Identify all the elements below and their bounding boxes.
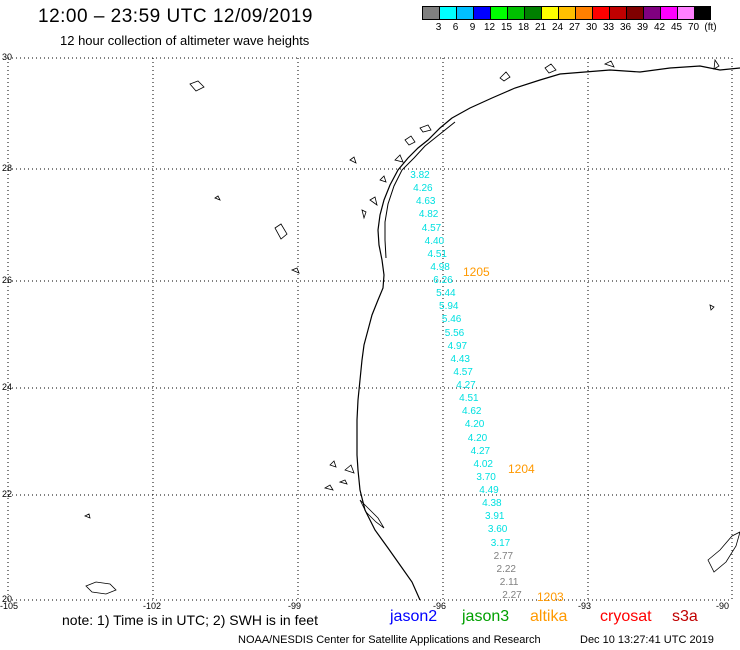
wave-height-value: 4.40 — [424, 235, 445, 247]
scale-label: 70 — [687, 22, 700, 33]
satellite-s3a: s3a — [672, 608, 698, 625]
barrier-island — [384, 121, 456, 259]
scale-label: 24 — [551, 22, 564, 33]
scale-swatch — [456, 6, 473, 20]
scale-label: 33 — [602, 22, 615, 33]
wave-height-value: 4.62 — [462, 406, 482, 418]
map-subtitle: 12 hour collection of altimeter wave hei… — [60, 33, 310, 48]
scale-label: 45 — [670, 22, 683, 33]
credit-agency: NOAA/NESDIS Center for Satellite Applica… — [238, 634, 541, 646]
lon-tick-label: -93 — [578, 601, 592, 611]
scale-label: 18 — [517, 22, 530, 33]
scale-swatch — [490, 6, 507, 20]
wave-height-value: 2.22 — [496, 563, 516, 575]
wave-height-value: 4.49 — [479, 485, 499, 496]
wave-height-value: 4.27 — [470, 445, 491, 457]
color-scale — [422, 6, 711, 20]
scale-swatch — [558, 6, 575, 20]
scale-swatch — [677, 6, 694, 20]
wave-height-value: 2.27 — [502, 590, 522, 601]
scale-swatch — [541, 6, 558, 20]
satellite-cryosat: cryosat — [600, 608, 652, 625]
wave-height-value: 5.56 — [444, 327, 465, 339]
wave-height-value: 5.94 — [439, 301, 459, 313]
wave-height-value: 4.57 — [421, 222, 442, 234]
scale-swatch — [524, 6, 541, 20]
scale-label: 36 — [619, 22, 632, 33]
wave-height-value: 4.97 — [447, 340, 468, 352]
wave-height-value: 4.51 — [459, 393, 479, 405]
scale-label: 21 — [534, 22, 547, 33]
wave-height-value: 6.26 — [433, 275, 453, 286]
wave-height-value: 3.17 — [490, 537, 511, 549]
scale-swatch — [660, 6, 677, 20]
wave-height-value: 3.70 — [476, 471, 496, 483]
lon-tick-label: -96 — [433, 601, 447, 611]
satellite-jason2: jason2 — [390, 608, 438, 625]
lat-tick-label: 20 — [2, 594, 13, 604]
date-label-1204: 1204 — [508, 462, 535, 476]
scale-swatch — [507, 6, 524, 20]
wave-height-value: 4.63 — [416, 196, 436, 208]
scale-label: 39 — [636, 22, 649, 33]
wave-height-value: 4.51 — [427, 248, 447, 260]
scale-swatch — [592, 6, 609, 20]
scale-label: 9 — [469, 22, 476, 33]
satellite-altika: altika — [530, 608, 568, 625]
wave-height-value: 5.44 — [436, 288, 456, 300]
scale-label: 15 — [500, 22, 513, 33]
wave-height-value: 4.82 — [418, 209, 439, 221]
scale-swatch — [609, 6, 626, 20]
scale-label: 42 — [653, 22, 666, 33]
coastline — [356, 65, 740, 601]
color-scale-labels: 3 6 9 12 15 18 21 24 27 30 33 36 39 42 45 70 (ft) — [430, 22, 719, 33]
wave-height-value: 4.20 — [467, 432, 488, 444]
wave-height-value: 4.02 — [473, 458, 493, 470]
wave-height-value: 3.91 — [485, 511, 505, 523]
scale-label: 6 — [452, 22, 459, 33]
scale-swatch — [626, 6, 643, 20]
scale-swatch — [643, 6, 660, 20]
wave-height-value: 3.82 — [410, 170, 430, 181]
scale-swatch — [473, 6, 490, 20]
lon-tick-label: -99 — [288, 601, 302, 611]
units-note: note: 1) Time is in UTC; 2) SWH is in fe… — [62, 612, 318, 628]
lon-tick-label: -90 — [716, 601, 730, 611]
map-title: 12:00 – 23:59 UTC 12/09/2019 — [38, 6, 313, 27]
wave-height-value: 4.20 — [464, 419, 485, 431]
scale-label: 12 — [483, 22, 496, 33]
wave-height-value: 3.60 — [487, 524, 508, 536]
wave-height-value: 5.46 — [441, 314, 462, 326]
wave-height-value: 4.27 — [456, 380, 476, 391]
lat-tick-label: 24 — [2, 382, 13, 392]
wave-height-value: 4.38 — [482, 498, 502, 510]
date-label-1205: 1205 — [463, 265, 490, 279]
scale-swatch — [422, 6, 439, 20]
date-label-1203: 1203 — [537, 590, 564, 604]
scale-label: 3 — [435, 22, 442, 33]
lat-tick-label: 26 — [2, 275, 13, 285]
inland-lakes — [84, 58, 740, 595]
scale-swatch — [575, 6, 592, 20]
wave-height-value: 2.77 — [493, 550, 514, 562]
scale-label: 30 — [585, 22, 598, 33]
wave-height-value: 4.57 — [453, 366, 473, 378]
lat-tick-label: 28 — [2, 163, 13, 173]
scale-label: (ft) — [704, 22, 717, 33]
scale-swatch — [694, 6, 711, 20]
scale-label: 27 — [568, 22, 581, 33]
credit-timestamp: Dec 10 13:27:41 UTC 2019 — [580, 634, 714, 646]
lon-tick-label: -102 — [143, 601, 162, 611]
scale-swatch — [439, 6, 456, 20]
lat-tick-label: 22 — [2, 489, 13, 499]
wave-height-value: 2.11 — [499, 576, 519, 588]
wave-height-value: 4.43 — [450, 353, 470, 365]
lat-lon-grid — [7, 57, 733, 601]
satellite-jason3: jason3 — [462, 608, 510, 625]
lat-tick-label: 30 — [2, 52, 13, 62]
wave-height-value: 4.98 — [430, 261, 450, 273]
lon-tick-label: -105 — [0, 601, 19, 611]
wave-height-value: 4.26 — [413, 183, 433, 195]
